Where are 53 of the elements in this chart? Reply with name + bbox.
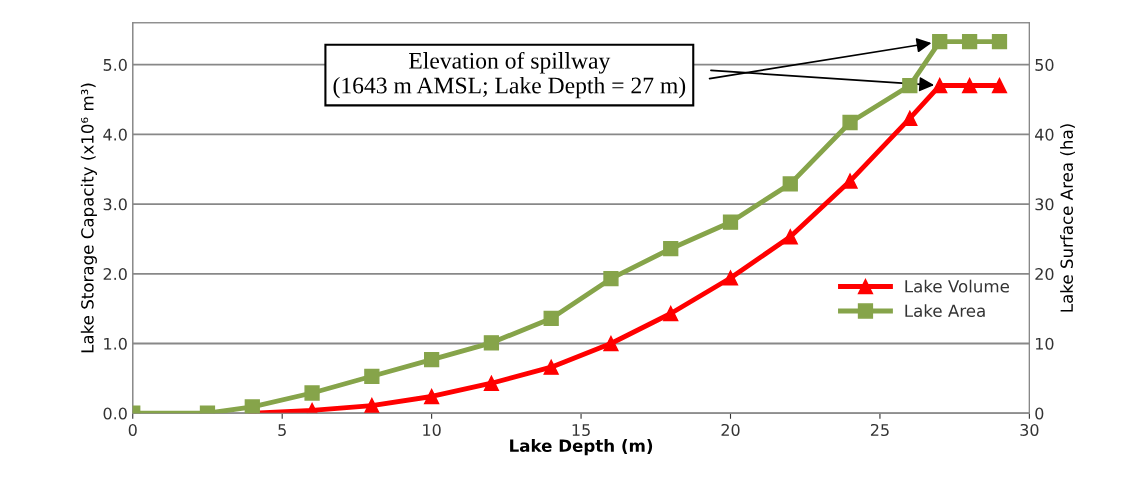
point — [902, 110, 918, 126]
y2-tick-label: 20 — [1035, 268, 1054, 281]
x-tick-label: 25 — [870, 423, 889, 436]
y-tick-label: 5.0 — [103, 58, 127, 71]
point — [244, 399, 260, 414]
y-tick-label: 4.0 — [103, 128, 127, 141]
point — [543, 310, 559, 327]
x-tick-label: 20 — [721, 423, 740, 436]
x-tick-label: 15 — [572, 424, 590, 436]
y-tick-label: 0.0 — [103, 407, 127, 420]
point — [304, 385, 320, 401]
y-tick-label: 1.0 — [104, 337, 127, 350]
point — [663, 305, 679, 322]
y2-tick-label: 30 — [1035, 198, 1054, 211]
point — [782, 229, 798, 245]
x-axis-title: Lake Depth (m) — [510, 439, 653, 456]
point — [902, 77, 918, 94]
point — [782, 176, 798, 192]
point — [842, 173, 858, 189]
point — [991, 77, 1008, 94]
point — [364, 368, 380, 384]
point — [483, 375, 500, 391]
x-tick-label: 0 — [128, 423, 137, 436]
point — [991, 33, 1008, 50]
point — [961, 33, 978, 50]
y2-tick-label: 40 — [1035, 128, 1054, 141]
y-axis-title: Lake Storage Capacity (x10⁶ m³) — [80, 83, 97, 353]
legend-label: Lake Volume — [905, 279, 1009, 293]
point — [961, 77, 978, 94]
point — [603, 271, 619, 287]
y2-tick-label: 10 — [1035, 337, 1054, 350]
annotation: Elevation of spillway (1643 m AMSL; Lake Depth = 27 m) — [333, 51, 686, 99]
y2-tick-label: 50 — [1035, 58, 1054, 71]
point — [423, 388, 440, 405]
x-tick-label: 30 — [1020, 423, 1039, 436]
point — [483, 335, 500, 351]
point — [543, 359, 559, 375]
point — [842, 114, 858, 131]
x-tick-label: 10 — [423, 423, 441, 436]
point — [722, 270, 739, 286]
x-tick-label: 5 — [278, 424, 286, 436]
point — [603, 335, 619, 352]
point — [663, 241, 679, 257]
point — [423, 351, 440, 368]
y-tick-label: 2.0 — [103, 268, 127, 281]
y2-tick-label: 0 — [1035, 407, 1044, 420]
y-tick-label: 3.0 — [103, 198, 127, 211]
y2-axis-title: Lake Surface Area (ha) — [1060, 124, 1075, 312]
point — [722, 214, 739, 230]
legend-label: Lake Area — [905, 304, 985, 318]
point — [932, 33, 948, 50]
point — [932, 77, 948, 94]
point — [364, 397, 380, 414]
